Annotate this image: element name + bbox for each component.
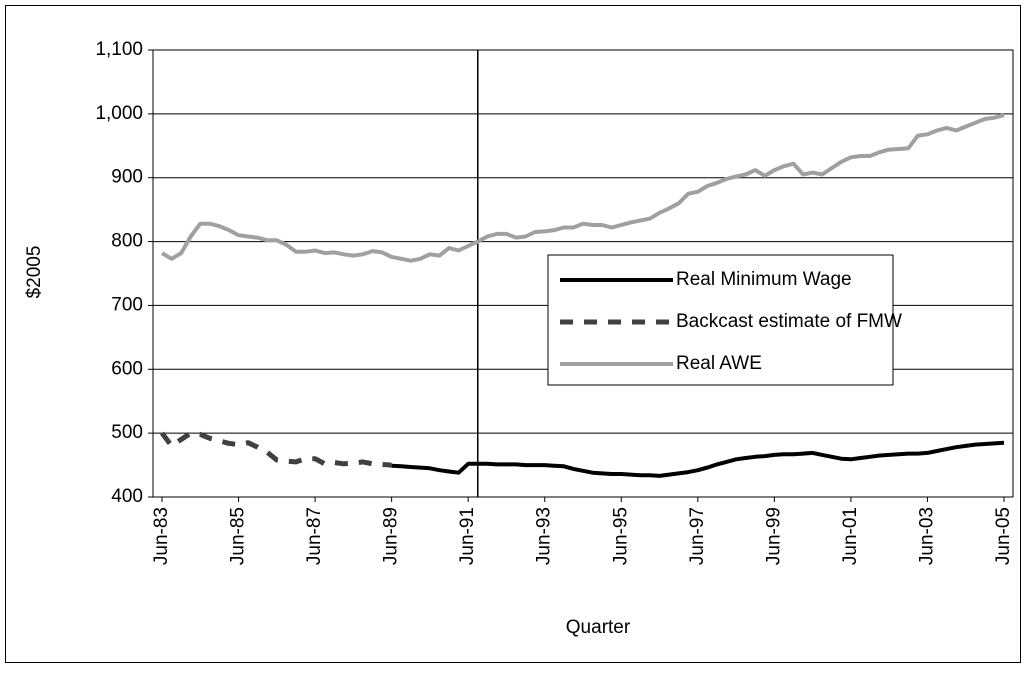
x-tick-label: Jun-95	[610, 507, 631, 565]
legend-label: Real Minimum Wage	[676, 269, 852, 290]
x-tick-label: Jun-83	[151, 507, 172, 565]
legend-label: Real AWE	[676, 353, 762, 374]
x-tick-label: Jun-89	[381, 507, 402, 565]
y-tick-label: 500	[111, 422, 143, 443]
x-axis-title: Quarter	[566, 617, 631, 638]
x-tick-label: Jun-91	[457, 507, 478, 565]
plot-area	[152, 49, 1014, 498]
series-line	[160, 430, 392, 468]
x-tick-label: Jun-03	[916, 507, 937, 565]
legend-label: Backcast estimate of FMW	[676, 311, 902, 332]
x-tick-label: Jun-05	[993, 507, 1014, 565]
y-tick-label: 900	[111, 167, 143, 188]
y-axis-title: $2005	[24, 246, 45, 299]
series-line	[391, 440, 1005, 478]
x-tick-label: Jun-93	[534, 507, 555, 565]
x-tick-label: Jun-87	[304, 507, 325, 565]
x-tick-label: Jun-85	[228, 507, 249, 565]
y-tick-label: 800	[111, 231, 143, 252]
x-tick-label: Jun-99	[763, 507, 784, 565]
y-tick-label: 600	[111, 358, 143, 379]
y-tick-label: 1,000	[95, 103, 143, 124]
x-tick-label: Jun-97	[687, 507, 708, 565]
y-tick-label: 700	[111, 294, 143, 315]
x-tick-label: Jun-01	[840, 507, 861, 565]
series-line	[160, 113, 1005, 263]
y-tick-label: 1,100	[95, 39, 143, 60]
y-tick-label: 400	[111, 486, 143, 507]
